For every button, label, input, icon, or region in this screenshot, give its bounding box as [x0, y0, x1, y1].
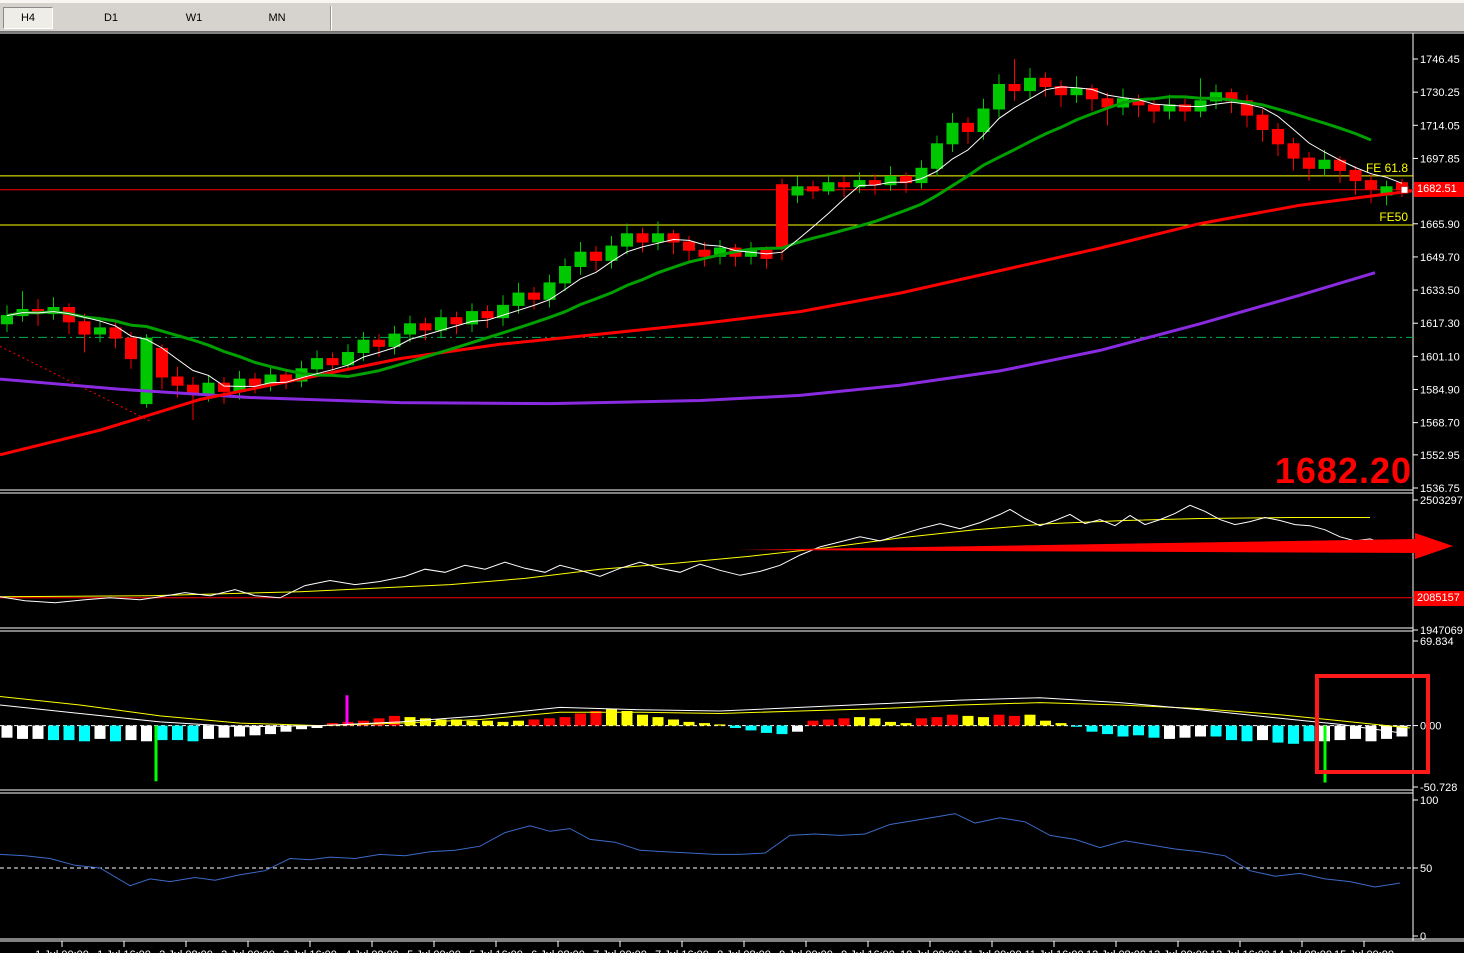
svg-text:1697.85: 1697.85 — [1420, 153, 1460, 165]
svg-text:0: 0 — [1420, 931, 1426, 943]
svg-text:69.834: 69.834 — [1420, 636, 1454, 648]
svg-text:6 Jul 08:00: 6 Jul 08:00 — [531, 949, 585, 953]
svg-text:13 Jul 16:00: 13 Jul 16:00 — [1210, 949, 1270, 953]
svg-text:5 Jul 00:00: 5 Jul 00:00 — [407, 949, 461, 953]
trend-arrow — [737, 533, 1453, 559]
timeframe-h4-button[interactable]: H4 — [3, 7, 53, 29]
svg-text:7 Jul 00:00: 7 Jul 00:00 — [593, 949, 647, 953]
svg-text:14 Jul 08:00: 14 Jul 08:00 — [1272, 949, 1332, 953]
svg-text:1601.10: 1601.10 — [1420, 351, 1460, 363]
svg-text:1 Jul 00:00: 1 Jul 00:00 — [35, 949, 89, 953]
svg-text:9 Jul 16:00: 9 Jul 16:00 — [841, 949, 895, 953]
timeframe-d1-button[interactable]: D1 — [86, 7, 136, 29]
svg-text:1746.45: 1746.45 — [1420, 54, 1460, 66]
svg-text:15 Jul 00:00: 15 Jul 00:00 — [1334, 949, 1394, 953]
timeframe-toolbar: H4 D1 W1 MN — [0, 0, 1464, 32]
highlight-rectangle — [1315, 674, 1430, 774]
histogram-layer — [1, 695, 1408, 783]
svg-text:13 Jul 00:00: 13 Jul 00:00 — [1148, 949, 1208, 953]
svg-text:1665.90: 1665.90 — [1420, 219, 1460, 231]
svg-text:4 Jul 08:00: 4 Jul 08:00 — [345, 949, 399, 953]
svg-text:1617.30: 1617.30 — [1420, 318, 1460, 330]
svg-text:7 Jul 16:00: 7 Jul 16:00 — [655, 949, 709, 953]
svg-text:1947069: 1947069 — [1420, 625, 1463, 637]
current-price-tag: 1682.51 — [1414, 182, 1464, 197]
svg-text:2 Jul 08:00: 2 Jul 08:00 — [159, 949, 213, 953]
svg-text:2503297: 2503297 — [1420, 495, 1463, 507]
big-price-annotation: 1682.20 — [1274, 450, 1412, 491]
svg-text:3 Jul 00:00: 3 Jul 00:00 — [221, 949, 275, 953]
timeframe-w1-button[interactable]: W1 — [169, 7, 219, 29]
svg-text:3 Jul 16:00: 3 Jul 16:00 — [283, 949, 337, 953]
svg-text:12 Jul 08:00: 12 Jul 08:00 — [1086, 949, 1146, 953]
svg-text:100: 100 — [1420, 795, 1438, 807]
svg-text:1 Jul 16:00: 1 Jul 16:00 — [97, 949, 151, 953]
svg-text:1568.70: 1568.70 — [1420, 418, 1460, 430]
svg-text:1714.05: 1714.05 — [1420, 120, 1460, 132]
svg-text:1552.95: 1552.95 — [1420, 450, 1460, 462]
svg-text:5 Jul 16:00: 5 Jul 16:00 — [469, 949, 523, 953]
svg-text:50: 50 — [1420, 863, 1432, 875]
svg-text:9 Jul 00:00: 9 Jul 00:00 — [779, 949, 833, 953]
toolbar-divider — [330, 6, 332, 30]
svg-text:11 Jul 16:00: 11 Jul 16:00 — [1024, 949, 1083, 953]
svg-text:1584.90: 1584.90 — [1420, 384, 1460, 396]
svg-text:-50.728: -50.728 — [1420, 782, 1457, 794]
svg-text:1649.70: 1649.70 — [1420, 252, 1460, 264]
svg-text:FE 61.8: FE 61.8 — [1366, 161, 1408, 175]
svg-text:1633.50: 1633.50 — [1420, 285, 1460, 297]
svg-text:1730.25: 1730.25 — [1420, 87, 1460, 99]
svg-text:FE50: FE50 — [1379, 210, 1408, 224]
svg-text:0.00: 0.00 — [1420, 721, 1441, 733]
timeframe-mn-button[interactable]: MN — [252, 7, 302, 29]
svg-text:8 Jul 08:00: 8 Jul 08:00 — [717, 949, 771, 953]
svg-text:1536.75: 1536.75 — [1420, 483, 1460, 495]
volume-level-tag: 2085157 — [1414, 591, 1464, 606]
svg-text:11 Jul 00:00: 11 Jul 00:00 — [962, 949, 1021, 953]
svg-text:10 Jul 08:00: 10 Jul 08:00 — [900, 949, 960, 953]
